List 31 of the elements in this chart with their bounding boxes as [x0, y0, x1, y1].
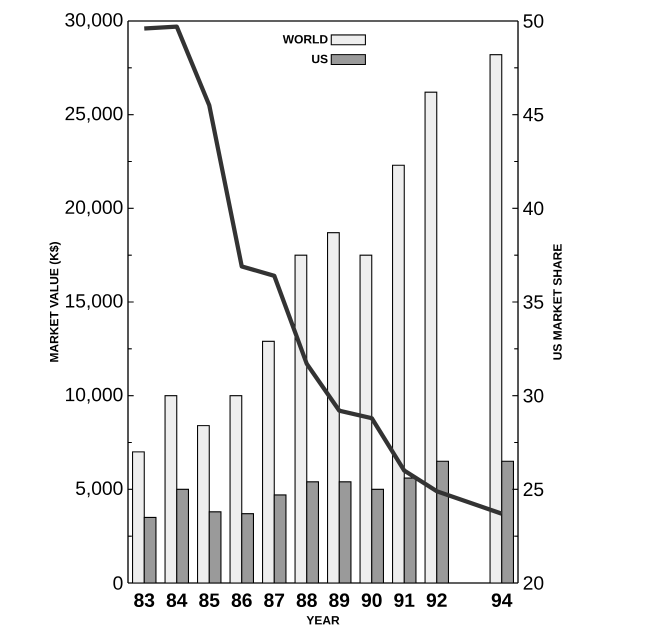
y2-axis-title: US MARKET SHARE — [553, 244, 562, 360]
y-tick-label: 5,000 — [76, 481, 123, 498]
y2-tick-label: 30 — [523, 388, 544, 402]
y2-tick-label: 40 — [523, 202, 544, 216]
x-tick-label: 84 — [166, 593, 188, 607]
y2-tick-label: 50 — [523, 14, 544, 28]
y2-tick-label: 25 — [524, 482, 544, 496]
x-tick-label: 94 — [492, 593, 512, 607]
x-tick-label: 87 — [264, 593, 284, 607]
y-tick-label: 10,000 — [66, 388, 123, 404]
x-tick-label: 89 — [329, 593, 350, 607]
y-tick-label: 20,000 — [66, 200, 123, 216]
y-axis-title: MARKET VALUE (K$) — [49, 242, 61, 362]
y2-tick-label: 45 — [523, 108, 544, 122]
legend-label: US — [312, 54, 328, 64]
x-tick-label: 86 — [232, 593, 252, 607]
x-tick-label: 90 — [362, 593, 382, 607]
y2-tick-label: 35 — [523, 295, 544, 309]
x-tick-label: 92 — [426, 593, 447, 607]
x-tick-label: 88 — [296, 593, 317, 607]
x-tick-label: 83 — [134, 593, 154, 608]
line-series — [142, 24, 504, 516]
x-axis-title: YEAR — [306, 616, 340, 624]
x-tick-label: 85 — [199, 593, 220, 607]
y-tick-label: 30,000 — [65, 13, 123, 29]
y-tick-label: 25,000 — [66, 106, 123, 123]
y-tick-label: 0 — [113, 576, 123, 590]
y-tick-label: 15,000 — [66, 294, 123, 310]
x-tick-label: 91 — [394, 593, 414, 607]
legend-label: WORLD — [282, 35, 328, 44]
y2-tick-label: 20 — [524, 576, 544, 590]
